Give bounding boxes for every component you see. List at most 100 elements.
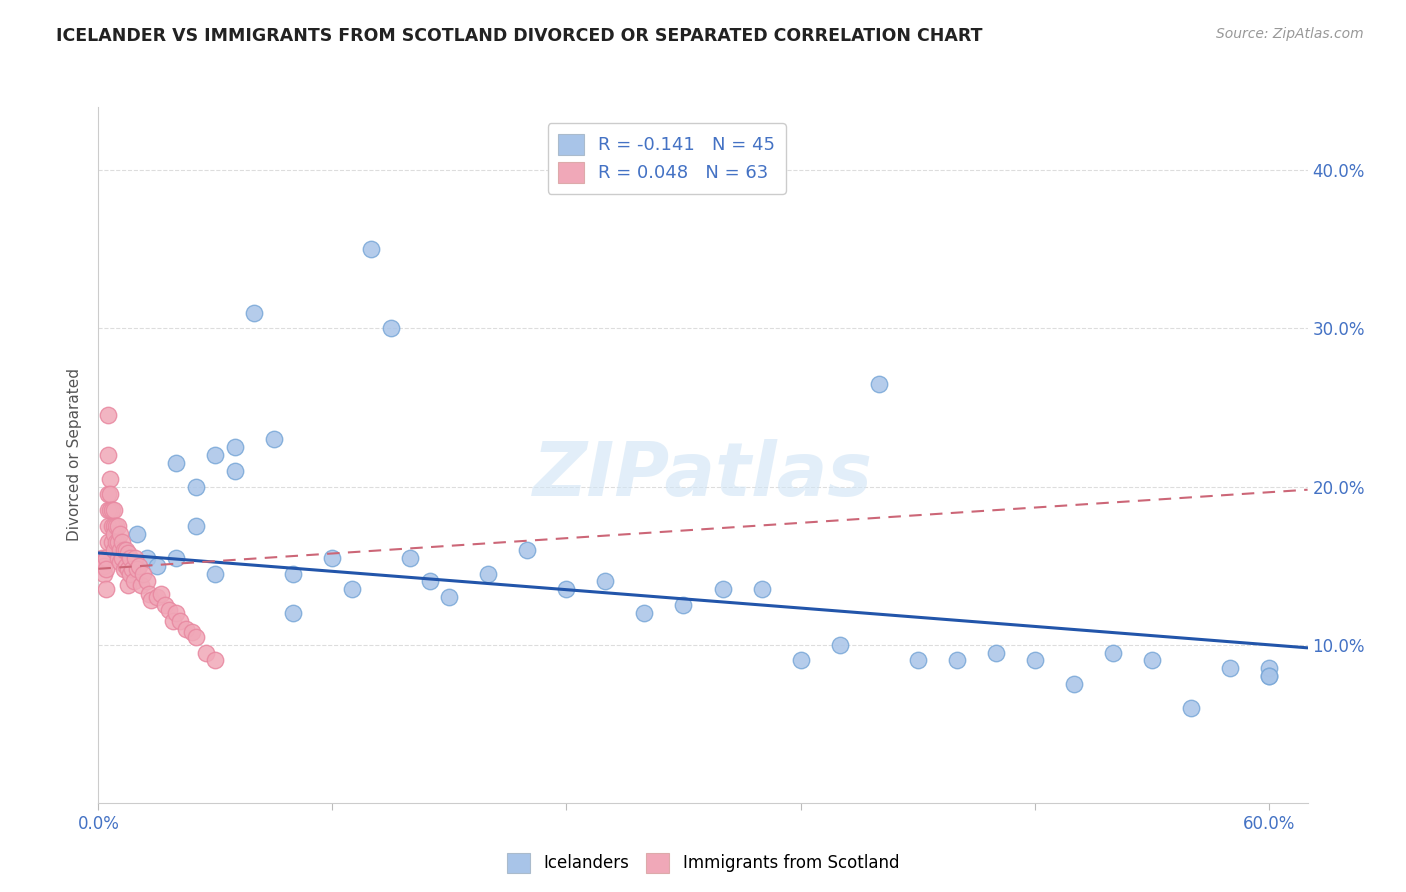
Point (101, 534, 124, 549)
Point (101, 503, 124, 517)
Point (174, 622, 197, 636)
Point (419, 574, 441, 589)
Point (984, 646, 1007, 660)
Point (1180, 701, 1202, 715)
Point (146, 558, 169, 573)
Point (184, 630, 207, 644)
Point (111, 534, 134, 549)
Point (118, 550, 141, 565)
Point (131, 577, 153, 591)
Point (204, 448, 226, 462)
Point (136, 574, 159, 589)
Point (107, 534, 129, 549)
Point (103, 527, 125, 541)
Point (1140, 653, 1163, 667)
Point (108, 542, 131, 557)
Point (321, 550, 343, 565)
Point (114, 542, 136, 557)
Point (108, 556, 131, 570)
Point (97, 409, 120, 423)
Point (1024, 653, 1046, 667)
Point (283, 566, 305, 581)
Point (127, 527, 149, 541)
Point (108, 527, 131, 541)
Point (672, 598, 695, 612)
Point (1063, 677, 1085, 691)
Point (165, 550, 187, 565)
Point (103, 519, 125, 533)
Point (360, 243, 382, 257)
Point (165, 456, 187, 470)
Point (907, 653, 929, 667)
Point (162, 614, 184, 628)
Point (1101, 646, 1123, 660)
Point (516, 542, 538, 557)
Point (283, 606, 305, 620)
Y-axis label: Divorced or Separated: Divorced or Separated (67, 368, 83, 541)
Point (124, 550, 146, 565)
Point (91, 550, 114, 565)
Point (181, 625, 204, 640)
Point (263, 432, 285, 446)
Point (184, 519, 207, 533)
Point (868, 376, 890, 391)
Point (97, 534, 120, 549)
Point (169, 614, 191, 628)
Point (439, 591, 461, 605)
Point (97, 448, 120, 462)
Text: ZIPatlas: ZIPatlas (533, 439, 873, 512)
Point (138, 587, 160, 601)
Point (117, 562, 139, 576)
Point (555, 582, 578, 597)
Legend: Icelanders, Immigrants from Scotland: Icelanders, Immigrants from Scotland (501, 847, 905, 880)
Point (128, 558, 150, 573)
Point (224, 464, 246, 478)
Point (633, 606, 655, 620)
Point (117, 546, 139, 560)
Point (165, 606, 187, 620)
Point (96, 550, 118, 565)
Point (153, 598, 176, 612)
Point (97, 487, 120, 501)
Point (399, 550, 422, 565)
Point (107, 519, 129, 533)
Point (477, 566, 499, 581)
Point (149, 587, 172, 601)
Point (111, 550, 134, 565)
Point (204, 566, 226, 581)
Point (104, 534, 127, 549)
Point (1219, 661, 1241, 675)
Point (380, 321, 402, 335)
Point (121, 562, 143, 576)
Point (98, 503, 121, 517)
Point (146, 591, 169, 605)
Legend: R = -0.141   N = 45, R = 0.048   N = 63: R = -0.141 N = 45, R = 0.048 N = 63 (547, 123, 786, 194)
Point (595, 574, 617, 589)
Point (828, 638, 851, 652)
Point (118, 566, 141, 581)
Point (114, 558, 136, 573)
Point (224, 440, 246, 454)
Point (1257, 661, 1279, 675)
Point (184, 479, 207, 493)
Point (711, 582, 734, 597)
Point (751, 582, 773, 597)
Point (101, 519, 124, 533)
Point (243, 305, 266, 319)
Text: Source: ZipAtlas.com: Source: ZipAtlas.com (1216, 27, 1364, 41)
Point (103, 503, 125, 517)
Point (157, 603, 180, 617)
Point (98, 487, 121, 501)
Point (117, 577, 139, 591)
Point (112, 562, 135, 576)
Point (122, 574, 145, 589)
Point (127, 562, 149, 576)
Point (97, 503, 120, 517)
Point (1257, 669, 1279, 683)
Point (1257, 669, 1279, 683)
Point (103, 542, 125, 557)
Point (98, 472, 121, 486)
Point (136, 550, 159, 565)
Point (194, 646, 217, 660)
Point (945, 653, 967, 667)
